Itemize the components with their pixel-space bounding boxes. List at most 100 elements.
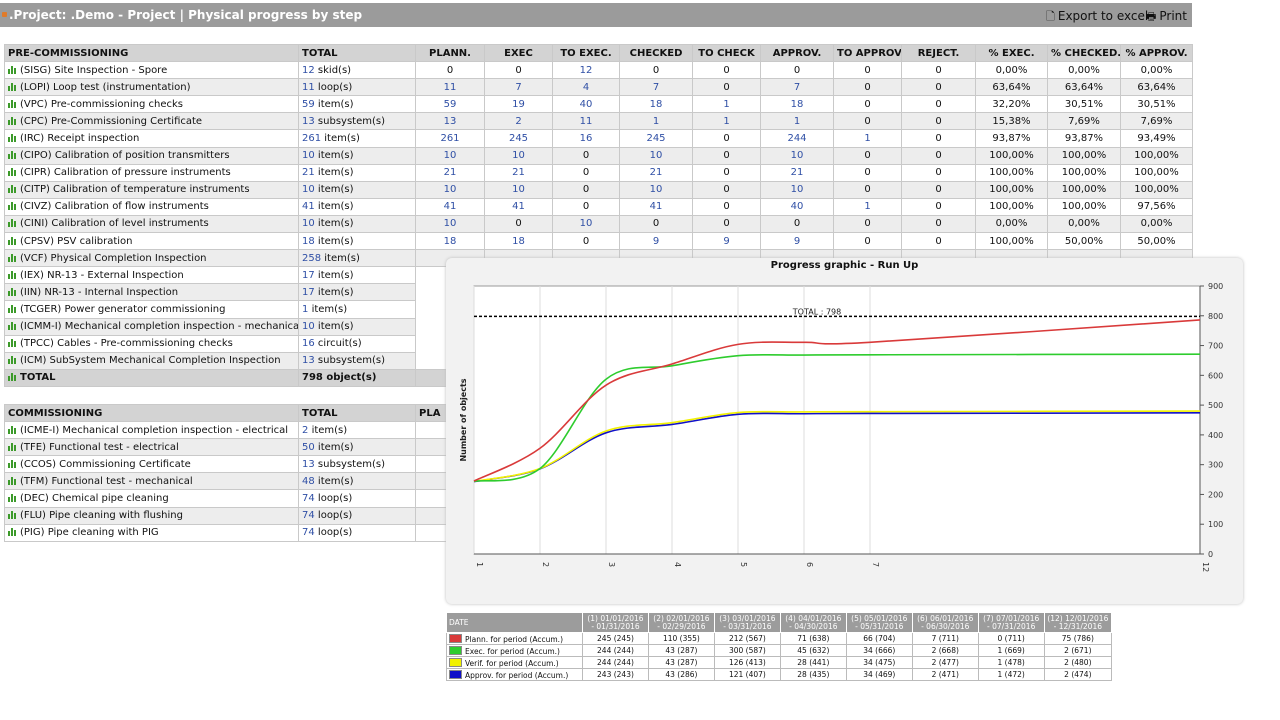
checked-cell[interactable]: 1 [619,112,693,131]
exec-cell[interactable]: 245 [484,129,553,148]
step-name-cell[interactable]: (ICME-I) Mechanical completion inspectio… [4,421,299,440]
step-name-cell[interactable]: (IIN) NR-13 - Internal Inspection [4,283,299,302]
step-name-cell[interactable]: (PIG) Pipe cleaning with PIG [4,523,299,542]
plann-cell[interactable]: 21 [415,163,485,182]
bar-chart-icon[interactable] [8,304,17,313]
plann-cell[interactable]: 59 [415,95,485,114]
exec-cell[interactable]: 18 [484,232,553,251]
total-count-link[interactable]: 18 [302,235,315,247]
checked-cell[interactable]: 10 [619,146,693,165]
step-name-cell[interactable]: (CINI) Calibration of level instruments [4,214,299,234]
plann-cell[interactable]: 41 [415,197,485,216]
step-name-cell[interactable]: (CIVZ) Calibration of flow instruments [4,197,299,216]
bar-chart-icon[interactable] [8,82,17,91]
step-name-cell[interactable]: (LOPI) Loop test (instrumentation) [4,78,299,97]
approv-cell[interactable]: 40 [760,197,834,216]
bar-chart-icon[interactable] [8,339,17,348]
plann-cell[interactable]: 18 [415,232,485,251]
bar-chart-icon[interactable] [8,134,17,143]
plann-cell[interactable]: 10 [415,214,485,234]
to-exec-cell[interactable]: 10 [552,214,620,234]
checked-cell[interactable]: 7 [619,78,693,97]
bar-chart-icon[interactable] [8,65,17,74]
total-count-link[interactable]: 10 [302,321,315,333]
total-count-link[interactable]: 261 [302,133,322,145]
plann-cell[interactable]: 13 [415,112,485,131]
to-check-cell[interactable]: 1 [692,95,761,114]
bar-chart-icon[interactable] [8,459,17,468]
export-excel-button[interactable]: 🗋 Export to excel [1046,8,1148,27]
step-name-cell[interactable]: (SISG) Site Inspection - Spore [4,61,299,80]
total-count-link[interactable]: 258 [302,252,322,264]
total-count-link[interactable]: 13 [302,355,315,367]
total-count-link[interactable]: 41 [302,201,315,213]
approv-cell[interactable]: 1 [760,112,834,131]
bar-chart-icon[interactable] [8,236,17,245]
total-count-link[interactable]: 74 [302,510,315,522]
step-name-cell[interactable]: (TPCC) Cables - Pre-commissioning checks [4,334,299,353]
bar-chart-icon[interactable] [8,99,17,108]
bar-chart-icon[interactable] [8,494,17,503]
to-exec-cell[interactable]: 16 [552,129,620,148]
approv-cell[interactable]: 244 [760,129,834,148]
checked-cell[interactable]: 9 [619,232,693,251]
to-approv-cell[interactable]: 1 [833,129,902,148]
checked-cell[interactable]: 10 [619,180,693,199]
bar-chart-icon[interactable] [8,116,17,125]
total-count-link[interactable]: 10 [302,184,315,196]
step-name-cell[interactable]: (CIPO) Calibration of position transmitt… [4,146,299,165]
step-name-cell[interactable]: (TCGER) Power generator commissioning [4,300,299,319]
bar-chart-icon[interactable] [8,511,17,520]
bar-chart-icon[interactable] [8,185,17,194]
checked-cell[interactable]: 245 [619,129,693,148]
bar-chart-icon[interactable] [8,270,17,279]
plann-cell[interactable]: 11 [415,78,485,97]
bar-chart-icon[interactable] [8,253,17,262]
exec-cell[interactable]: 21 [484,163,553,182]
bar-chart-icon[interactable] [8,219,17,228]
step-name-cell[interactable]: (VCF) Physical Completion Inspection [4,249,299,268]
total-count-link[interactable]: 48 [302,475,315,487]
step-name-cell[interactable]: (CPC) Pre-Commissioning Certificate [4,112,299,131]
approv-cell[interactable]: 21 [760,163,834,182]
total-count-link[interactable]: 2 [302,424,309,436]
step-name-cell[interactable]: (ICM) SubSystem Mechanical Completion In… [4,351,299,370]
step-name-cell[interactable]: (ICMM-I) Mechanical completion inspectio… [4,317,299,336]
step-name-cell[interactable]: (FLU) Pipe cleaning with flushing [4,506,299,525]
exec-cell[interactable]: 2 [484,112,553,131]
step-name-cell[interactable]: (DEC) Chemical pipe cleaning [4,489,299,508]
to-exec-cell[interactable]: 4 [552,78,620,97]
bar-chart-icon[interactable] [8,168,17,177]
bar-chart-icon[interactable] [8,151,17,160]
exec-cell[interactable]: 19 [484,95,553,114]
total-count-link[interactable]: 59 [302,98,315,110]
step-name-cell[interactable]: (CITP) Calibration of temperature instru… [4,180,299,199]
bar-chart-icon[interactable] [8,425,17,434]
bar-chart-icon[interactable] [8,287,17,296]
total-count-link[interactable]: 1 [302,303,309,315]
to-exec-cell[interactable]: 11 [552,112,620,131]
total-count-link[interactable]: 17 [302,286,315,298]
exec-cell[interactable]: 7 [484,78,553,97]
checked-cell[interactable]: 21 [619,163,693,182]
plann-cell[interactable]: 261 [415,129,485,148]
exec-cell[interactable]: 41 [484,197,553,216]
checked-cell[interactable]: 18 [619,95,693,114]
plann-cell[interactable]: 10 [415,180,485,199]
to-exec-cell[interactable]: 40 [552,95,620,114]
to-check-cell[interactable]: 9 [692,232,761,251]
to-approv-cell[interactable]: 1 [833,197,902,216]
exec-cell[interactable]: 10 [484,180,553,199]
exec-cell[interactable]: 10 [484,146,553,165]
total-count-link[interactable]: 50 [302,441,315,453]
step-name-cell[interactable]: (VPC) Pre-commissioning checks [4,95,299,114]
approv-cell[interactable]: 10 [760,180,834,199]
bar-chart-icon[interactable] [8,322,17,331]
approv-cell[interactable]: 7 [760,78,834,97]
step-name-cell[interactable]: (CIPR) Calibration of pressure instrumen… [4,163,299,182]
step-name-cell[interactable]: (IEX) NR-13 - External Inspection [4,266,299,285]
step-name-cell[interactable]: (CCOS) Commissioning Certificate [4,455,299,474]
bar-chart-icon[interactable] [8,442,17,451]
plann-cell[interactable]: 10 [415,146,485,165]
bar-chart-icon[interactable] [8,528,17,537]
